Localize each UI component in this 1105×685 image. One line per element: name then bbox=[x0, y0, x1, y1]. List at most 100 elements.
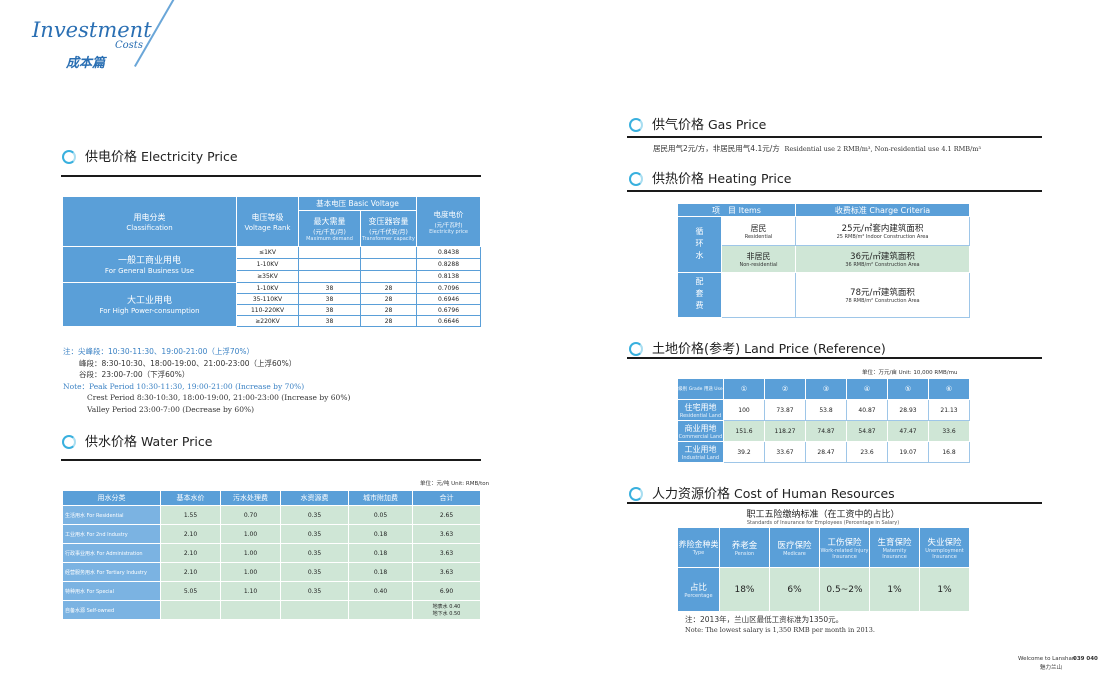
water-cell: 0.35 bbox=[280, 505, 349, 525]
hr-heading: 人力资源价格 Cost of Human Resources bbox=[629, 483, 895, 502]
land-cell: 28.93 bbox=[887, 399, 929, 421]
elec-header-price: 电度电价 (元/千瓦时) Electricity price bbox=[416, 196, 482, 247]
heating-residential: 居民 Residential bbox=[720, 216, 797, 246]
electricity-heading: 供电价格 Electricity Price bbox=[62, 146, 238, 165]
heating-residential-value: 25元/㎡套内建筑面积 25 RMB/m² Indoor Construction… bbox=[795, 216, 971, 246]
land-cell: 74.87 bbox=[805, 420, 847, 442]
land-table: 级别 Grade 用途 Use ① ② ③ ④ ⑤ ⑥ 住宅用地 Resident… bbox=[677, 378, 970, 463]
elec-cell: 0.8288 bbox=[416, 258, 482, 271]
land-row-label: 住宅用地 Residential Land bbox=[677, 399, 724, 421]
elec-cell: 35-110KV bbox=[236, 293, 299, 305]
land-cell: 100 bbox=[723, 399, 765, 421]
water-cell: 0.35 bbox=[280, 581, 349, 601]
note-line: 峰段：8:30-10:30、18:00-19:00、21:00-23:00（上浮… bbox=[79, 358, 297, 368]
water-cell: 0.35 bbox=[280, 543, 349, 563]
water-cell: 0.18 bbox=[348, 543, 413, 563]
land-cell: 53.8 bbox=[805, 399, 847, 421]
land-row-label: 工业用地 Industrial Land bbox=[677, 441, 724, 463]
water-cell: 1.55 bbox=[160, 505, 221, 525]
water-cell: 1.00 bbox=[220, 524, 281, 544]
water-cell: 2.10 bbox=[160, 543, 221, 563]
land-cell: 33.67 bbox=[764, 441, 806, 463]
land-cell: 19.07 bbox=[887, 441, 929, 463]
land-heading: 土地价格(参考) Land Price (Reference) bbox=[629, 338, 886, 357]
water-type: 特种用水 For Special bbox=[62, 581, 161, 601]
hr-col-injury: 工伤保险 Work-related Injury Insurance bbox=[819, 527, 870, 568]
water-cell: 1.00 bbox=[220, 543, 281, 563]
hr-note-en: Note: The lowest salary is 1,350 RMB per… bbox=[685, 626, 875, 634]
footer-welcome: Welcome to Lanshan bbox=[1018, 656, 1076, 662]
hr-row-percentage: 占比 Percentage bbox=[677, 567, 720, 612]
hr-note: 注：2013年，兰山区最低工资标准为1350元。 Note: The lowes… bbox=[685, 615, 875, 635]
water-cell: 2.65 bbox=[412, 505, 481, 525]
ring-icon bbox=[62, 435, 76, 449]
note-line: 注：尖峰段：10:30-11:30、19:00-21:00（上浮70%） bbox=[63, 347, 255, 356]
note-line: Valley Period 23:00-7:00 (Decrease by 60… bbox=[87, 404, 255, 414]
elec-cell: 38 bbox=[298, 282, 361, 294]
land-cell: 40.87 bbox=[846, 399, 888, 421]
water-cell: 1.00 bbox=[220, 562, 281, 582]
land-cell: 151.6 bbox=[723, 420, 765, 442]
heating-nonresidential: 非居民 Non-residential bbox=[720, 245, 797, 273]
hr-col-unemployment: 失业保险 Unemployment Insurance bbox=[919, 527, 970, 568]
elec-cell bbox=[359, 246, 418, 259]
hr-cell: 1% bbox=[869, 567, 920, 612]
note-line: 谷段：23:00-7:00（下浮60%） bbox=[79, 370, 190, 379]
water-cell: 3.63 bbox=[412, 562, 481, 582]
hr-col-medicare: 医疗保险 Medicare bbox=[769, 527, 820, 568]
land-cell: 73.87 bbox=[764, 399, 806, 421]
elec-cell: ≥35KV bbox=[236, 270, 299, 283]
heating-category-water: 循环水 bbox=[677, 216, 722, 273]
water-cell bbox=[280, 600, 349, 620]
elec-cell: 28 bbox=[359, 315, 418, 327]
water-unit: 单位：元/吨 Unit: RMB/ton bbox=[420, 481, 490, 487]
land-col-grade: ⑥ bbox=[928, 378, 970, 400]
footer-chinese: 魅力兰山 bbox=[1040, 665, 1063, 671]
heating-header-criteria: 收费标准 Charge Criteria bbox=[795, 203, 971, 217]
brand-chinese: 成本篇 bbox=[66, 56, 106, 71]
gas-heading: 供气价格 Gas Price bbox=[629, 114, 766, 133]
land-cell: 54.87 bbox=[846, 420, 888, 442]
gas-text: 居民用气2元/方，非居民用气4.1元/方 Residential use 2 R… bbox=[653, 144, 982, 153]
elec-cell: 0.6946 bbox=[416, 293, 482, 305]
water-cell: 0.05 bbox=[348, 505, 413, 525]
hr-rule bbox=[627, 502, 1042, 504]
hr-cell: 18% bbox=[719, 567, 770, 612]
electricity-notes: 注：尖峰段：10:30-11:30、19:00-21:00（上浮70%） 峰段：… bbox=[63, 346, 350, 415]
land-col-grade: ③ bbox=[805, 378, 847, 400]
land-cell: 21.13 bbox=[928, 399, 970, 421]
land-cell: 33.6 bbox=[928, 420, 970, 442]
water-type: 生活用水 For Residential bbox=[62, 505, 161, 525]
elec-cell bbox=[359, 270, 418, 283]
hr-corner: 养险金种类 Type bbox=[677, 527, 720, 568]
water-header: 基本水价 bbox=[160, 490, 221, 506]
note-line: Note：Peak Period 10:30-11:30, 19:00-21:0… bbox=[63, 381, 305, 391]
ring-icon bbox=[629, 118, 643, 132]
elec-cell: 1-10KV bbox=[236, 282, 299, 294]
elec-cell bbox=[359, 258, 418, 271]
water-type: 工业用水 For 2nd Industry bbox=[62, 524, 161, 544]
elec-header-class: 用电分类 Classification bbox=[62, 196, 237, 247]
water-header: 合计 bbox=[412, 490, 481, 506]
land-col-grade: ⑤ bbox=[887, 378, 929, 400]
heating-rule bbox=[627, 190, 1042, 192]
water-cell: 1.10 bbox=[220, 581, 281, 601]
water-header: 用水分类 bbox=[62, 490, 161, 506]
water-cell: 5.05 bbox=[160, 581, 221, 601]
land-cell: 118.27 bbox=[764, 420, 806, 442]
water-cell: 6.90 bbox=[412, 581, 481, 601]
hr-note-cn: 注：2013年，兰山区最低工资标准为1350元。 bbox=[685, 615, 844, 624]
land-col-grade: ④ bbox=[846, 378, 888, 400]
water-type: 自备水源 Self-owned bbox=[62, 600, 161, 620]
elec-cell: 0.6646 bbox=[416, 315, 482, 327]
water-table: 用水分类 基本水价 污水处理费 水资源费 城市附加费 合计 生活用水 For R… bbox=[62, 490, 481, 620]
elec-header-transformer: 变压器容量 (元/千伏安/月) Transformer capacity bbox=[359, 210, 418, 247]
water-heading: 供水价格 Water Price bbox=[62, 431, 212, 450]
water-cell bbox=[220, 600, 281, 620]
heating-heading: 供热价格 Heating Price bbox=[629, 168, 791, 187]
hr-table-title: 职工五险缴纳标准（在工资中的占比） Standards of Insurance… bbox=[746, 510, 900, 526]
hr-cell: 6% bbox=[769, 567, 820, 612]
ring-icon bbox=[62, 150, 76, 164]
water-header: 水资源费 bbox=[280, 490, 349, 506]
heating-category-fee: 配套费 bbox=[677, 272, 722, 318]
